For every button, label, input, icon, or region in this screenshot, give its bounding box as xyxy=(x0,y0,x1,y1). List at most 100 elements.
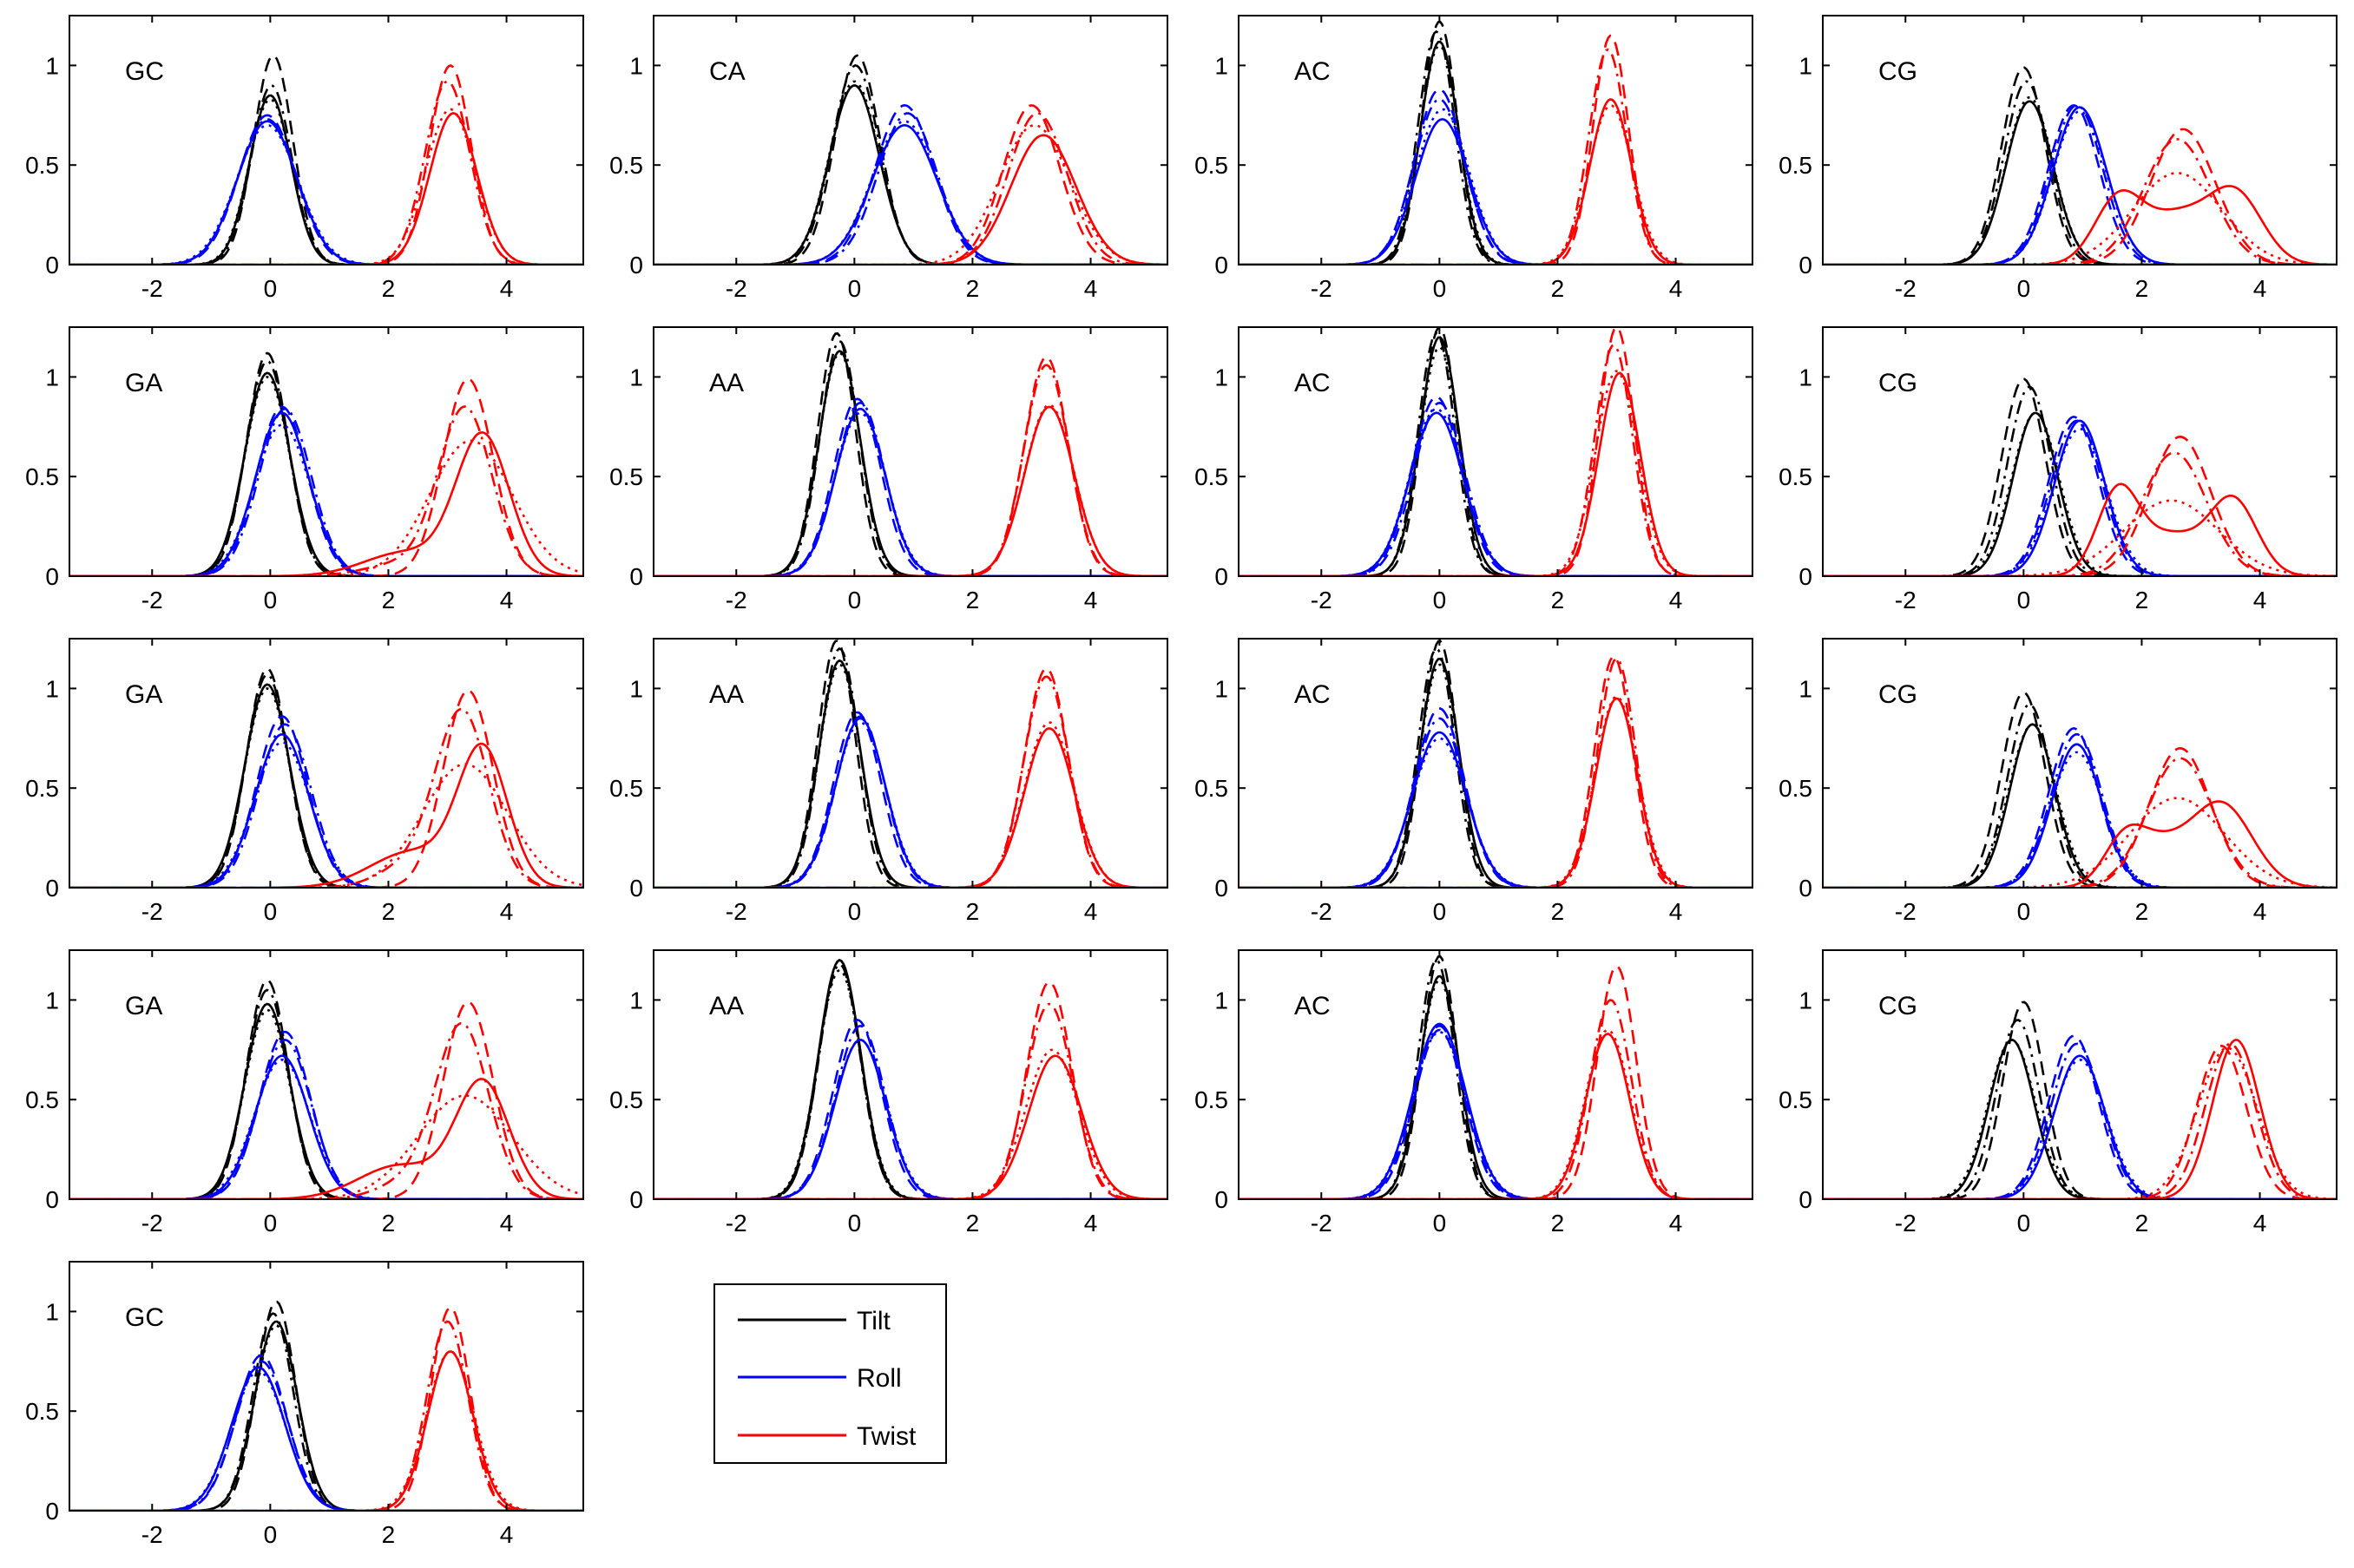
twist-curve-dotted xyxy=(1239,104,1752,265)
roll-curve-solid xyxy=(1239,1022,1752,1199)
tilt-curve-dashdot xyxy=(1823,1019,2337,1199)
twist-curve-dashed xyxy=(1823,746,2337,888)
twist-curve-solid xyxy=(654,405,1167,576)
x-tick-label: 0 xyxy=(1433,1210,1447,1237)
curves xyxy=(1239,955,1752,1199)
y-tick-label: 1 xyxy=(1214,987,1228,1014)
twist-curve-solid xyxy=(1823,1038,2337,1199)
panel-6: -2 0 2 4 0 0.5 1 AA xyxy=(609,326,1168,613)
roll-curve-dashdot xyxy=(654,1025,1167,1199)
panel-label: CG xyxy=(1878,57,1917,86)
tilt-curve-dashdot xyxy=(1239,646,1752,888)
twist-curve-dashed xyxy=(69,689,583,888)
twist-curve-dotted xyxy=(69,1094,583,1199)
axes-box xyxy=(1238,949,1753,1200)
twist-curve-dashdot xyxy=(1823,1042,2337,1199)
twist-curve-dotted xyxy=(1239,1028,1752,1199)
roll-curve-dashed xyxy=(654,711,1167,888)
axes-box xyxy=(1822,638,2338,889)
roll-curve-dashed xyxy=(654,103,1167,265)
twist-curve-solid xyxy=(69,1350,583,1511)
x-tick-label: 2 xyxy=(2135,275,2149,302)
roll-curve-dashed xyxy=(1823,1034,2337,1199)
x-tick-label: 2 xyxy=(382,898,396,925)
legend: Tilt Roll Twist xyxy=(713,1283,947,1464)
x-tick-label: 4 xyxy=(1084,898,1098,925)
x-tick-label: 4 xyxy=(500,1210,514,1237)
tilt-curve-solid xyxy=(654,84,1167,265)
twist-curve-solid xyxy=(654,134,1167,265)
roll-curve-dotted xyxy=(69,741,583,888)
y-tick-label: 0.5 xyxy=(1194,775,1228,802)
tilt-curve-dashed xyxy=(654,640,1167,888)
x-tick-label: 2 xyxy=(382,1210,396,1237)
y-tick-label: 1 xyxy=(1798,364,1812,390)
x-tick-label: 2 xyxy=(2135,587,2149,613)
twist-curve-dotted xyxy=(654,1048,1167,1199)
twist-curve-dashed xyxy=(69,64,583,265)
x-tick-label: 0 xyxy=(264,587,278,613)
x-tick-label: -2 xyxy=(726,898,747,925)
x-tick-label: 2 xyxy=(1551,898,1565,925)
twist-curve-dotted xyxy=(69,763,583,888)
roll-curve-dashed xyxy=(1239,88,1752,265)
tilt-curve-dotted xyxy=(1239,345,1752,576)
roll-curve-dashed xyxy=(69,114,583,265)
twist-curve-dashed xyxy=(1823,435,2337,576)
roll-curve-dashdot xyxy=(654,402,1167,576)
panel-10: -2 0 2 4 0 0.5 1 AA xyxy=(609,638,1168,925)
y-tick-label: 0 xyxy=(1214,875,1228,902)
x-tick-label: 2 xyxy=(1551,587,1565,613)
x-tick-label: 2 xyxy=(1551,275,1565,302)
y-tick-label: 0 xyxy=(1798,875,1812,902)
roll-curve-solid xyxy=(654,1039,1167,1199)
tilt-curve-dashdot xyxy=(1823,703,2337,888)
tilt-curve-dashed xyxy=(1239,327,1752,576)
roll-curve-dashdot xyxy=(1239,401,1752,576)
roll-curve-dotted xyxy=(654,721,1167,888)
twist-curve-solid xyxy=(1239,1033,1752,1199)
tilt-curve-dotted xyxy=(1823,723,2337,888)
axes-box xyxy=(1238,326,1753,577)
twist-curve-dotted xyxy=(1239,695,1752,888)
legend-box xyxy=(713,1283,947,1464)
axes-box xyxy=(1238,15,1753,266)
x-tick-label: 4 xyxy=(1084,587,1098,613)
y-tick-label: 0.5 xyxy=(25,463,59,490)
roll-curve-dotted xyxy=(69,123,583,265)
panel-label: GA xyxy=(125,992,162,1020)
twist-curve-dotted xyxy=(654,721,1167,888)
curves xyxy=(69,979,583,1199)
twist-curve-dashed xyxy=(69,1306,583,1511)
curves xyxy=(1823,1001,2337,1199)
tilt-curve-dashed xyxy=(1239,640,1752,888)
roll-curve-solid xyxy=(1823,419,2337,576)
x-tick-label: 4 xyxy=(2253,1210,2267,1237)
tilt-curve-dashed xyxy=(69,1300,583,1511)
curves xyxy=(654,640,1167,888)
x-tick-label: 0 xyxy=(1433,587,1447,613)
panel-5: -2 0 2 4 0 0.5 1 GA xyxy=(25,326,584,613)
x-tick-label: -2 xyxy=(141,1210,163,1237)
x-tick-label: 2 xyxy=(966,898,980,925)
roll-curve-dashed xyxy=(1239,396,1752,576)
x-tick-label: -2 xyxy=(141,898,163,925)
panel-7: -2 0 2 4 0 0.5 1 AC xyxy=(1194,326,1753,613)
roll-curve-dashed xyxy=(69,405,583,576)
x-tick-label: 2 xyxy=(382,1521,396,1548)
twist-curve-solid xyxy=(69,112,583,265)
tilt-curve-dotted xyxy=(69,98,583,265)
y-tick-label: 0.5 xyxy=(609,775,643,802)
y-tick-label: 0 xyxy=(1798,1186,1812,1213)
x-tick-label: 4 xyxy=(500,275,514,302)
tilt-curve-solid xyxy=(1823,723,2337,888)
roll-curve-dotted xyxy=(1239,108,1752,265)
y-tick-label: 1 xyxy=(1214,675,1228,702)
axes-box xyxy=(69,15,584,266)
tilt-curve-solid xyxy=(1823,411,2337,576)
curves xyxy=(69,351,583,576)
roll-curve-dashed xyxy=(1239,707,1752,888)
roll-curve-dotted xyxy=(1823,109,2337,265)
y-tick-label: 0.5 xyxy=(25,1086,59,1113)
tilt-curve-dotted xyxy=(654,80,1167,265)
